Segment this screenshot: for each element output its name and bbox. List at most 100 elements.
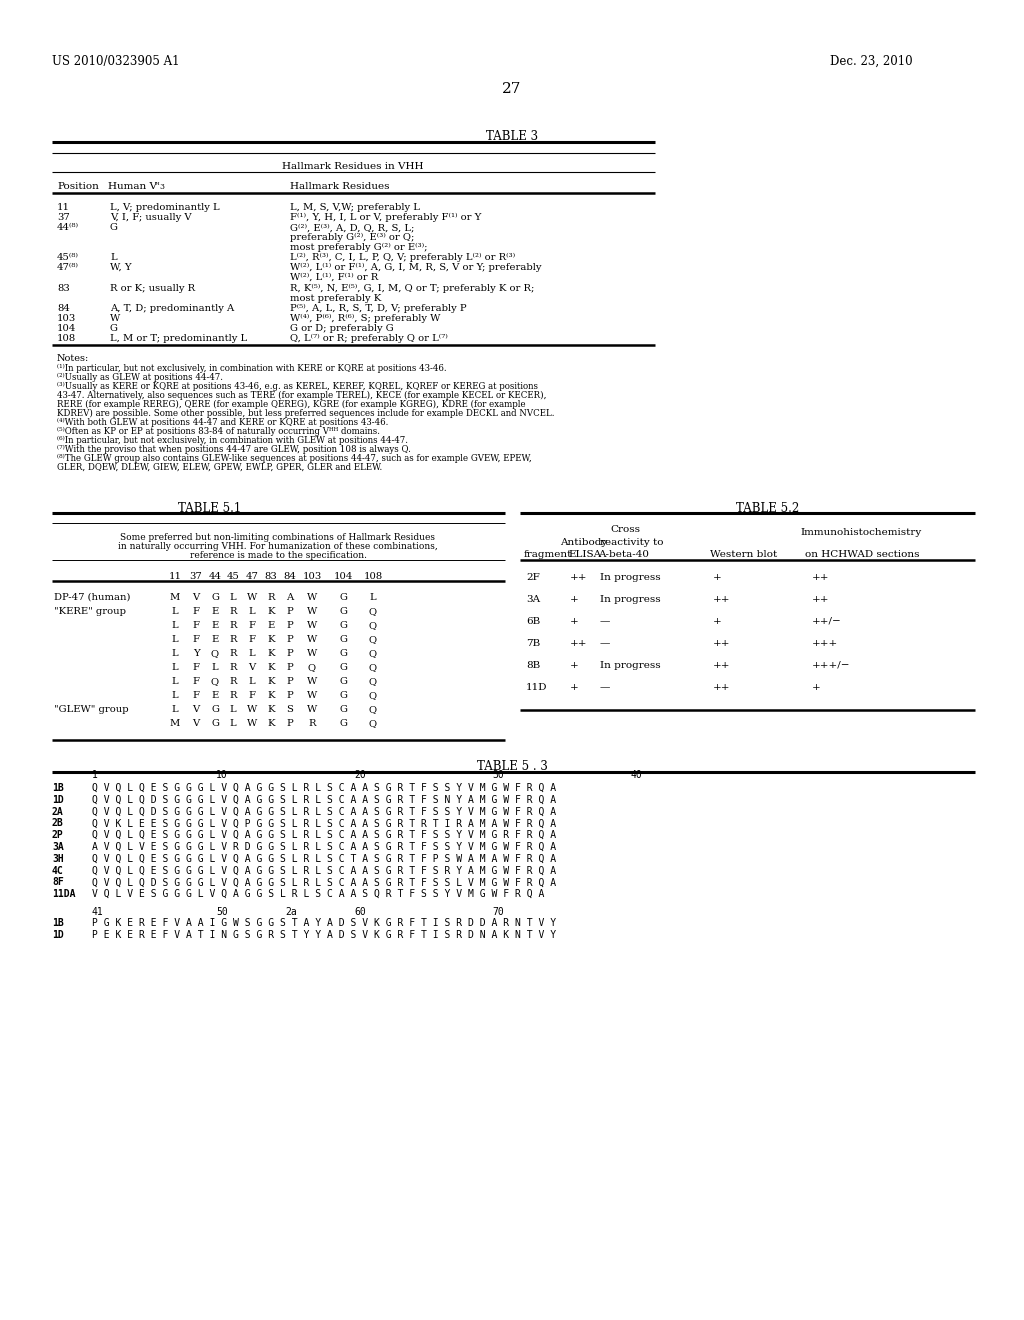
Text: 41: 41 [92,907,103,917]
Text: 2B: 2B [52,818,63,829]
Text: P: P [287,719,293,729]
Text: +++: +++ [812,639,839,648]
Text: 2a: 2a [286,907,297,917]
Text: 2P: 2P [52,830,63,841]
Text: ++: ++ [812,595,829,605]
Text: L: L [172,635,178,644]
Text: Q V Q L Q E S G G G L V Q A G G S L R L S C A A S G R T F S S Y V M G W F R Q A: Q V Q L Q E S G G G L V Q A G G S L R L … [92,783,556,793]
Text: Antibody: Antibody [560,539,607,546]
Text: Immunohistochemistry: Immunohistochemistry [800,528,922,537]
Text: L: L [370,593,376,602]
Text: 3H: 3H [52,854,63,863]
Text: V Q L V E S G G G L V Q A G G S L R L S C A A S Q R T F S S Y V M G W F R Q A: V Q L V E S G G G L V Q A G G S L R L S … [92,890,545,899]
Text: G: G [211,719,219,729]
Text: V: V [193,719,200,729]
Text: L⁽²⁾, R⁽³⁾, C, I, L, P, Q, V; preferably L⁽²⁾ or R⁽³⁾: L⁽²⁾, R⁽³⁾, C, I, L, P, Q, V; preferably… [290,253,515,263]
Text: W: W [307,607,317,616]
Text: ⁽⁶⁾In particular, but not exclusively, in combination with GLEW at positions 44-: ⁽⁶⁾In particular, but not exclusively, i… [57,436,408,445]
Text: ⁽⁷⁾With the proviso that when positions 44-47 are GLEW, position 108 is always Q: ⁽⁷⁾With the proviso that when positions … [57,445,411,454]
Text: Q, L⁽⁷⁾ or R; preferably Q or L⁽⁷⁾: Q, L⁽⁷⁾ or R; preferably Q or L⁽⁷⁾ [290,334,447,343]
Text: L: L [212,663,218,672]
Text: TABLE 5.2: TABLE 5.2 [736,502,800,515]
Text: K: K [267,677,274,686]
Text: L: L [229,719,237,729]
Text: 8B: 8B [526,661,541,671]
Text: G or D; preferably G: G or D; preferably G [290,323,394,333]
Text: W: W [307,649,317,657]
Text: F: F [193,690,200,700]
Text: 37: 37 [189,572,203,581]
Text: 45⁽⁸⁾: 45⁽⁸⁾ [57,253,79,261]
Text: 2A: 2A [52,807,63,817]
Text: K: K [267,635,274,644]
Text: R, K⁽⁵⁾, N, E⁽⁵⁾, G, I, M, Q or T; preferably K or R;: R, K⁽⁵⁾, N, E⁽⁵⁾, G, I, M, Q or T; prefe… [290,284,535,293]
Text: Q: Q [211,677,219,686]
Text: Q: Q [369,719,377,729]
Text: Some preferred but non-limiting combinations of Hallmark Residues: Some preferred but non-limiting combinat… [121,533,435,543]
Text: R: R [229,690,237,700]
Text: Q: Q [369,663,377,672]
Text: G: G [339,677,347,686]
Text: P: P [287,649,293,657]
Text: L, M, S, V,W; preferably L: L, M, S, V,W; preferably L [290,203,420,213]
Text: on HCHWAD sections: on HCHWAD sections [805,550,920,558]
Text: A V Q L V E S G G G L V R D G G S L R L S C A A S G R T F S S Y V M G W F R Q A: A V Q L V E S G G G L V R D G G S L R L … [92,842,556,851]
Text: Q: Q [369,649,377,657]
Text: Q: Q [211,649,219,657]
Text: Q V Q L Q E S G G G L V Q A G G S L R L S C A A S G R T F S R Y A M G W F R Q A: Q V Q L Q E S G G G L V Q A G G S L R L … [92,866,556,875]
Text: K: K [267,649,274,657]
Text: ⁽¹⁾In particular, but not exclusively, in combination with KERE or KQRE at posit: ⁽¹⁾In particular, but not exclusively, i… [57,364,446,374]
Text: "GLEW" group: "GLEW" group [54,705,129,714]
Text: F: F [193,620,200,630]
Text: G: G [110,323,118,333]
Text: K: K [267,663,274,672]
Text: 83: 83 [57,284,70,293]
Text: P: P [287,607,293,616]
Text: G: G [339,593,347,602]
Text: 4C: 4C [52,866,63,875]
Text: ᴴ: ᴴ [155,182,160,190]
Text: Western blot: Western blot [710,550,777,558]
Text: G: G [339,620,347,630]
Text: P: P [287,690,293,700]
Text: F: F [193,607,200,616]
Text: F: F [249,635,256,644]
Text: F: F [249,690,256,700]
Text: TABLE 3: TABLE 3 [486,129,538,143]
Text: +: + [570,616,579,626]
Text: 43-47. Alternatively, also sequences such as TERE (for example TEREL), KECE (for: 43-47. Alternatively, also sequences suc… [57,391,547,400]
Text: 1D: 1D [52,795,63,805]
Text: In progress: In progress [600,595,660,605]
Text: 1B: 1B [52,917,63,928]
Text: fragment: fragment [524,550,572,558]
Text: W⁽⁴⁾, P⁽⁶⁾, R⁽⁶⁾, S; preferably W: W⁽⁴⁾, P⁽⁶⁾, R⁽⁶⁾, S; preferably W [290,314,440,323]
Text: 3A: 3A [526,595,540,605]
Text: E: E [211,635,219,644]
Text: ++: ++ [713,661,730,671]
Text: L: L [172,607,178,616]
Text: R: R [229,607,237,616]
Text: Y: Y [193,649,200,657]
Text: Q V Q L Q D S G G G L V Q A G G S L R L S C A A S G R T F S S Y V M G W F R Q A: Q V Q L Q D S G G G L V Q A G G S L R L … [92,807,556,817]
Text: E: E [211,607,219,616]
Text: L, V; predominantly L: L, V; predominantly L [110,203,219,213]
Text: Q V Q L Q D S G G G L V Q A G G S L R L S C A A S G R T F S S L V M G W F R Q A: Q V Q L Q D S G G G L V Q A G G S L R L … [92,878,556,887]
Text: R: R [229,677,237,686]
Text: L: L [172,663,178,672]
Text: 50: 50 [216,907,228,917]
Text: ++: ++ [713,595,730,605]
Text: P E K E R E F V A T I N G S G R S T Y Y A D S V K G R F T I S R D N A K N T V Y: P E K E R E F V A T I N G S G R S T Y Y … [92,929,556,940]
Text: Q: Q [369,677,377,686]
Text: W: W [307,705,317,714]
Text: ELISA: ELISA [568,550,601,558]
Text: DP-47 (human): DP-47 (human) [54,593,130,602]
Text: 40: 40 [630,770,642,780]
Text: 104: 104 [334,572,352,581]
Text: L, M or T; predominantly L: L, M or T; predominantly L [110,334,247,343]
Text: P: P [287,677,293,686]
Text: R: R [229,620,237,630]
Text: 3A: 3A [52,842,63,851]
Text: L: L [172,620,178,630]
Text: R: R [229,635,237,644]
Text: ++: ++ [570,639,588,648]
